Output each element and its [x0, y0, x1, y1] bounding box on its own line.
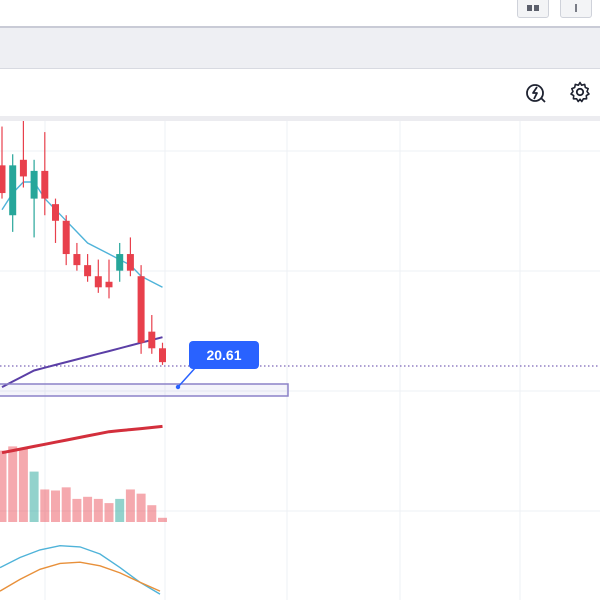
candle-body	[62, 220, 70, 255]
volume-bar	[125, 489, 135, 522]
volume-bar	[40, 489, 50, 522]
header-band	[0, 28, 600, 69]
volume-bar	[147, 505, 157, 522]
candle-body	[73, 254, 81, 266]
volume-bar	[104, 503, 114, 522]
candle-body	[19, 159, 27, 177]
settings-button[interactable]	[567, 79, 593, 105]
volume-bar	[18, 448, 28, 522]
candle-body	[116, 254, 124, 271]
price-label-pointer	[177, 366, 197, 388]
ma-slow-line	[1, 336, 163, 388]
volume-bar	[83, 496, 93, 522]
layout-grid-icon	[527, 5, 539, 11]
top-bar	[0, 0, 600, 28]
alert-clock-icon	[526, 84, 546, 103]
candle-body	[105, 281, 113, 288]
candle-body	[94, 276, 102, 288]
volume-bar	[72, 498, 82, 522]
volume-bar	[136, 493, 146, 522]
selection-box[interactable]	[0, 383, 289, 397]
osc-b-line	[0, 561, 161, 592]
candle-body	[52, 204, 59, 221]
candle-body	[41, 170, 49, 199]
volume-bar	[115, 498, 125, 522]
volume-bar	[51, 490, 60, 522]
volume-bar	[93, 498, 103, 522]
volume-bar	[29, 471, 39, 522]
candle-body	[137, 276, 145, 343]
volume-bar	[0, 450, 7, 522]
volume-bars	[0, 446, 167, 522]
grid	[0, 121, 600, 600]
candle-body	[9, 165, 17, 216]
ma-fast-line	[1, 181, 163, 288]
osc-a-line	[0, 544, 161, 595]
candle-body	[0, 165, 6, 194]
alert-button[interactable]	[523, 79, 549, 105]
add-button[interactable]	[560, 0, 592, 18]
volume-bar	[8, 446, 18, 522]
candle-body	[30, 170, 38, 199]
candle-body	[126, 254, 134, 271]
price-chart[interactable]	[0, 121, 600, 600]
candle-body	[148, 331, 156, 349]
candle-body	[84, 265, 92, 277]
volume-bar	[158, 517, 167, 522]
gear-icon	[570, 81, 590, 103]
volume-ma-line	[1, 424, 163, 455]
price-label[interactable]: 20.61	[189, 341, 259, 369]
layout-button[interactable]	[517, 0, 549, 18]
candles	[0, 121, 166, 365]
chart-toolbar	[0, 69, 600, 121]
price-label-anchor	[175, 384, 181, 390]
volume-bar	[61, 487, 71, 522]
plus-icon	[575, 4, 577, 12]
candle-body	[159, 348, 166, 363]
